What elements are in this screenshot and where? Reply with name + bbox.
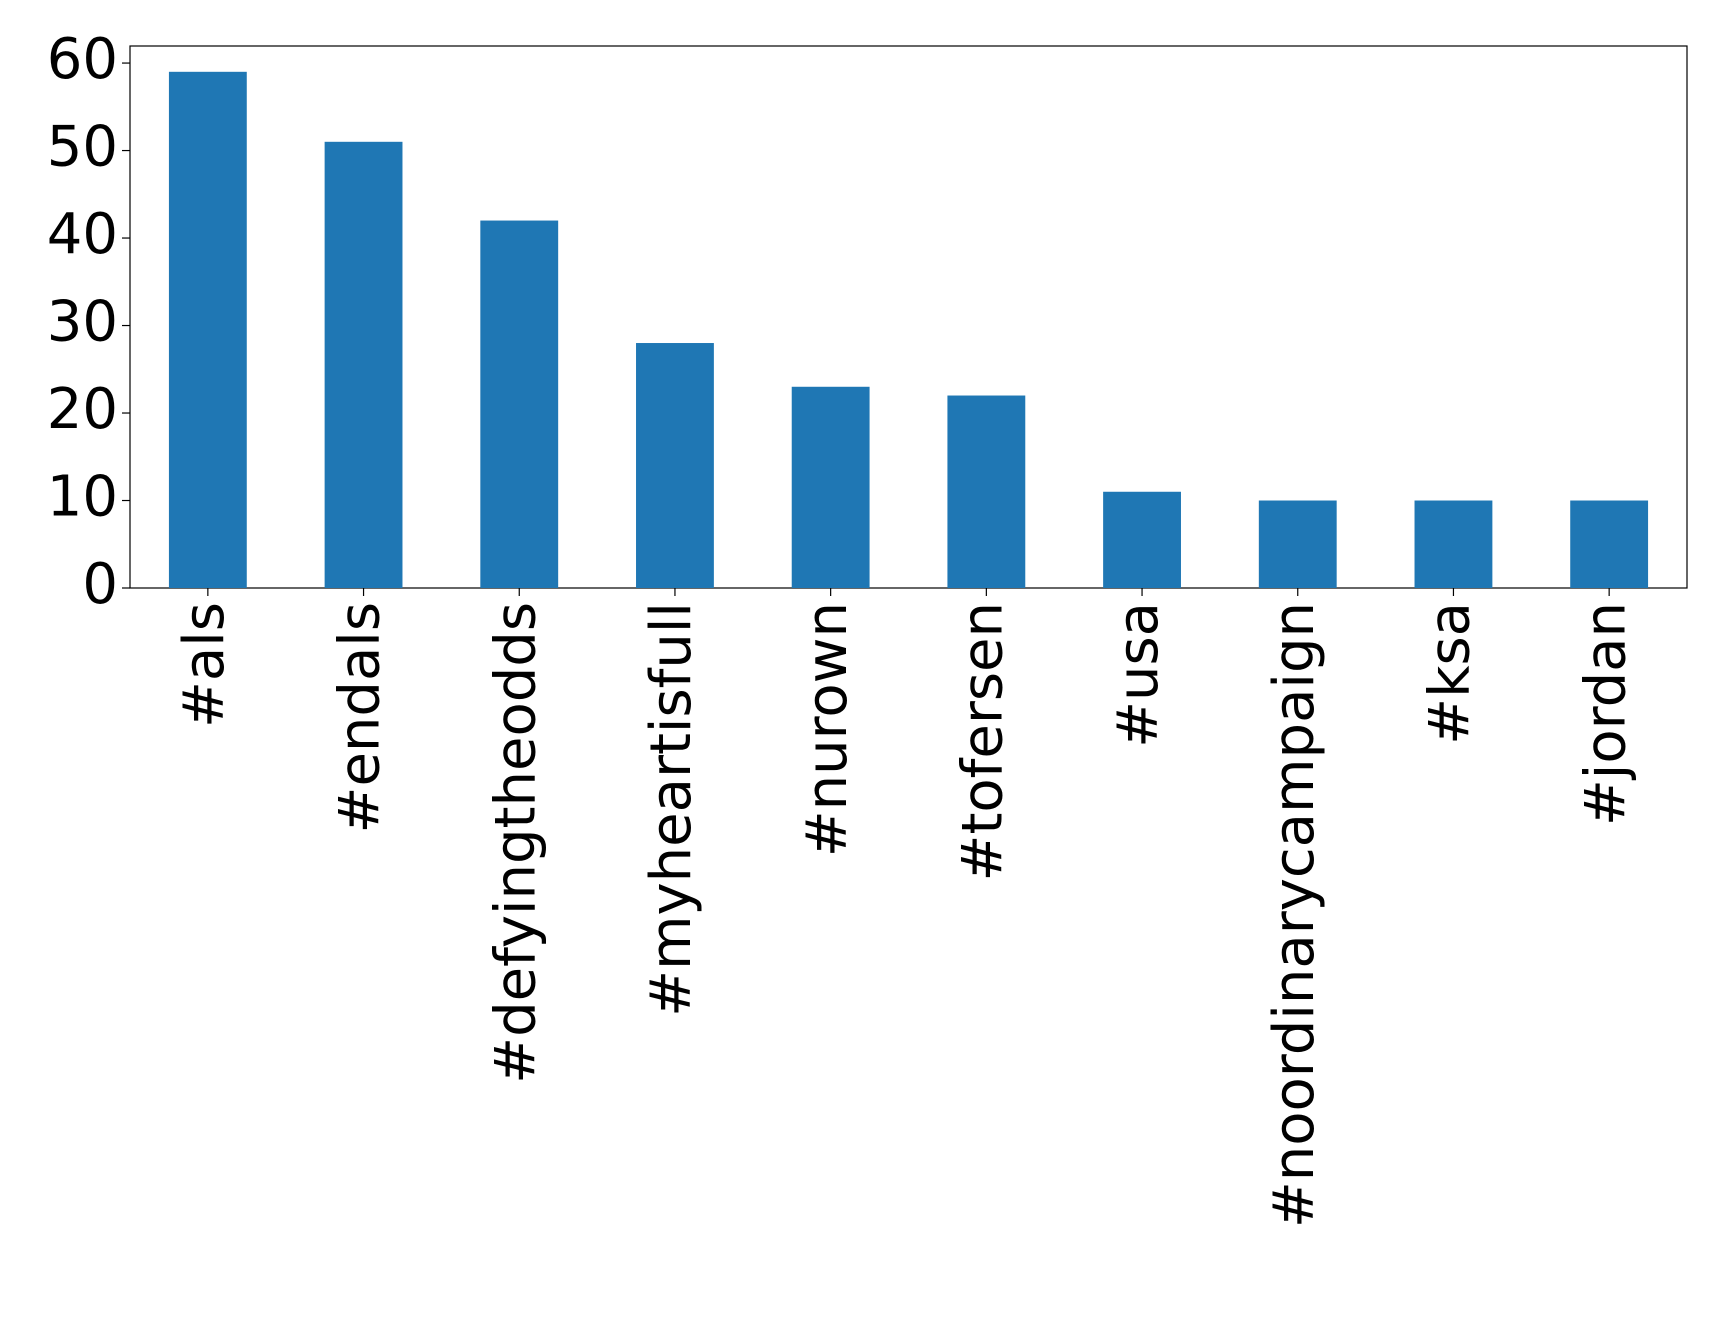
- y-tick-label: 40: [47, 202, 118, 267]
- bar: [480, 220, 559, 589]
- plot-frame: [129, 45, 1688, 589]
- bar: [791, 386, 870, 588]
- x-tick-label: #jordan: [1573, 602, 1638, 826]
- x-tick-label: #endals: [328, 602, 393, 833]
- x-tick-label: #tofersen: [950, 602, 1015, 881]
- bar: [1414, 500, 1493, 588]
- bar: [1570, 500, 1649, 588]
- bar: [168, 71, 247, 589]
- bar: [1103, 491, 1181, 588]
- x-tick-label: #myheartisfull: [639, 602, 704, 1017]
- bar: [947, 395, 1026, 588]
- x-tick-label: #nurown: [795, 602, 860, 857]
- bar: [324, 141, 403, 588]
- x-tick-label: #ksa: [1418, 602, 1483, 745]
- bar: [636, 343, 714, 588]
- y-tick-label: 20: [47, 377, 118, 442]
- x-tick-label: #defyingtheodds: [483, 602, 548, 1084]
- x-tick-label: #als: [172, 602, 237, 728]
- y-tick-label: 60: [47, 27, 118, 92]
- y-tick-label: 50: [47, 115, 118, 180]
- x-tick-label: #noordinarycampaign: [1262, 602, 1327, 1228]
- x-tick-label: #usa: [1106, 602, 1171, 748]
- y-tick-label: 30: [47, 290, 118, 355]
- bar: [1258, 500, 1337, 588]
- y-tick-label: 10: [47, 465, 118, 530]
- y-tick-label: 0: [82, 552, 118, 617]
